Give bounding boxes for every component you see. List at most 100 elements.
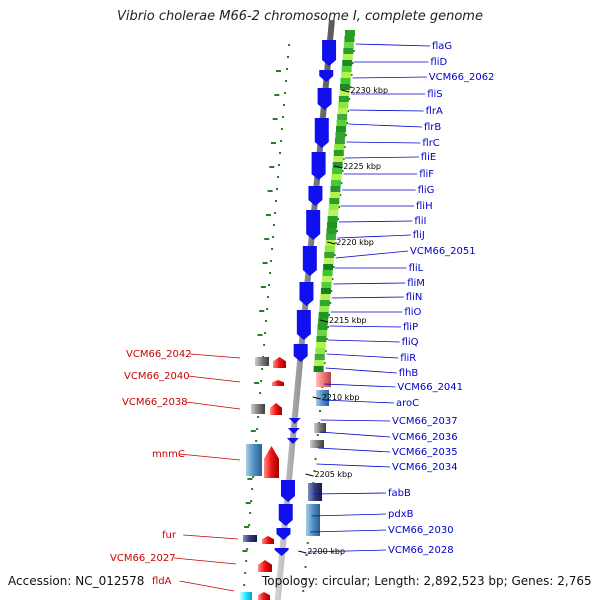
gene-block [306, 504, 320, 536]
outer-track-dash [274, 94, 280, 96]
forward-gene-arrow [322, 40, 337, 66]
gc-content-bar [327, 216, 338, 222]
label-leader-line [311, 513, 387, 517]
gene-label-forward: VCM66_2051 [410, 246, 476, 257]
outer-track-dot [277, 176, 280, 178]
forward-gene-arrow [296, 310, 311, 340]
inner-track-dot [313, 470, 316, 472]
forward-gene-arrow [276, 528, 291, 540]
gene-label-reverse: VCM66_2040 [124, 371, 190, 382]
inner-track-dot [343, 146, 346, 148]
gc-content-bar [334, 144, 345, 150]
gc-content-bar [320, 288, 331, 294]
gc-content-bar [343, 48, 354, 54]
gene-label-forward: VCM66_2028 [388, 545, 454, 556]
gc-content-bar [342, 54, 353, 60]
outer-track-dot [272, 236, 275, 238]
reverse-gene-arrow [270, 403, 282, 415]
reverse-gene-arrow [272, 380, 284, 386]
gene-label-forward: fabB [388, 488, 411, 499]
inner-track-dot [352, 50, 355, 52]
label-leader-line [333, 282, 406, 285]
outer-track-dot [265, 320, 268, 322]
gene-block [243, 535, 257, 542]
gene-label-forward: VCM66_2062 [429, 72, 495, 83]
inner-track-dot [345, 122, 348, 124]
inner-track-dot [303, 578, 306, 580]
inner-track-dot [340, 182, 343, 184]
inner-track-dot [348, 98, 351, 100]
gc-content-bar [334, 138, 345, 144]
inner-track-dot [319, 410, 322, 412]
inner-track-dot [339, 194, 342, 196]
reverse-gene-arrow [258, 560, 272, 572]
gc-content-bar [332, 162, 343, 168]
gene-label-forward: fliQ [402, 337, 419, 348]
gc-content-bar [319, 300, 330, 306]
gc-content-bar [340, 78, 351, 84]
forward-gene-arrow [293, 344, 308, 362]
forward-gene-arrow [311, 152, 326, 180]
label-leader-line [319, 431, 391, 438]
label-leader-line [352, 76, 427, 79]
label-leader-line [329, 325, 402, 328]
gene-label-forward: fliE [421, 152, 436, 163]
gene-label-forward: flhB [399, 368, 419, 379]
gc-content-bar [339, 90, 350, 96]
gc-content-bar [338, 96, 349, 102]
label-leader-line [355, 43, 431, 47]
outer-track-dot [261, 368, 264, 370]
scale-tick [312, 396, 321, 400]
gc-content-bar [322, 276, 333, 282]
label-leader-line [179, 453, 241, 461]
label-leader-line [331, 296, 404, 299]
gene-label-forward: flrA [426, 106, 443, 117]
outer-track-dot [259, 392, 262, 394]
outer-track-dot [278, 164, 281, 166]
inner-track-dot [344, 134, 347, 136]
label-leader-line [173, 557, 237, 565]
label-leader-line [326, 353, 399, 359]
label-leader-line [348, 123, 423, 128]
scale-tick-label: 2205 kbp [315, 470, 353, 479]
inner-track-dot [305, 554, 308, 556]
gc-content-bar [315, 342, 326, 348]
label-leader-line [317, 447, 391, 453]
gc-content-bar [322, 270, 333, 276]
label-leader-line [323, 383, 396, 388]
gene-label-forward: pdxB [388, 509, 414, 520]
gene-label-reverse: mnmC [152, 449, 185, 460]
gene-label-forward: fliO [404, 307, 421, 318]
gc-content-bar [336, 120, 347, 126]
outer-track-dot [270, 260, 273, 262]
outer-track-dash [272, 118, 278, 120]
scale-tick [334, 165, 343, 169]
gc-content-bar [319, 306, 330, 312]
inner-track-dot [302, 590, 305, 592]
outer-track-dash [267, 190, 273, 192]
label-leader-line [189, 353, 241, 359]
gc-content-bar [329, 198, 340, 204]
gc-content-bar [333, 156, 344, 162]
outer-track-dash [244, 526, 250, 528]
gc-content-bar [326, 228, 337, 234]
gene-block [308, 483, 322, 501]
inner-track-dot [342, 158, 345, 160]
forward-gene-arrowhead [286, 438, 299, 444]
gc-content-bar [341, 66, 352, 72]
label-leader-line [339, 220, 413, 223]
gene-label-forward: fliJ [413, 230, 425, 241]
forward-gene-arrow [317, 88, 332, 110]
label-leader-line [313, 492, 387, 495]
outer-track-dot [251, 488, 254, 490]
gene-label-forward: flrC [422, 138, 439, 149]
accession-text: Accession: NC_012578 [8, 574, 145, 588]
outer-track-dash [260, 286, 266, 288]
gc-content-bar [331, 174, 342, 180]
outer-track-dot [282, 116, 285, 118]
outer-track-dot [269, 272, 272, 274]
gc-content-bar [337, 108, 348, 114]
label-leader-line [320, 419, 391, 422]
gene-label-reverse: VCM66_2027 [110, 553, 176, 564]
inner-track-dot [328, 314, 331, 316]
